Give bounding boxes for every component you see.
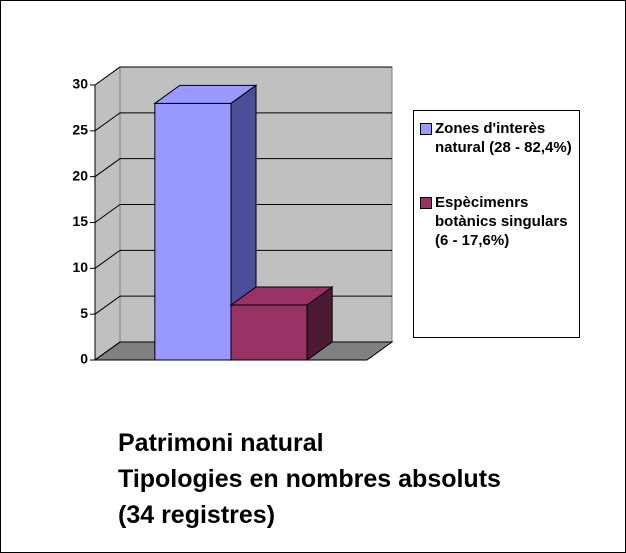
bar-front (230, 304, 308, 361)
y-tick-label: 30 (72, 76, 88, 92)
y-tick-label: 25 (72, 122, 88, 138)
title-line: Tipologies en nombres absoluts (118, 465, 501, 493)
y-tick-label: 20 (72, 167, 88, 183)
legend-entry: Espècimenrs botànics singulars (6 - 17,6… (420, 193, 575, 250)
title-line: Patrimoni natural (118, 429, 324, 457)
bar-front (154, 102, 232, 361)
bar (153, 84, 258, 361)
grid-line (94, 249, 392, 269)
legend-entry: Zones d'interès natural (28 - 82,4%) (420, 119, 575, 157)
y-tick-label: 5 (80, 305, 88, 321)
bar-top (153, 84, 258, 104)
grid-line (94, 158, 392, 178)
legend-label: Zones d'interès natural (28 - 82,4%) (435, 120, 572, 156)
legend: Zones d'interès natural (28 - 82,4%) Espè… (413, 110, 580, 338)
grid-line (94, 66, 392, 86)
legend-label: Espècimenrs botànics singulars (6 - 17,6… (435, 194, 568, 249)
bar (229, 286, 334, 361)
chart-title: Patrimoni natural Tipologies en nombres a… (118, 425, 501, 533)
legend-swatch (420, 123, 432, 135)
y-tick-label: 10 (72, 259, 88, 275)
legend-swatch (420, 197, 432, 209)
title-line: (34 registres) (118, 501, 276, 529)
bar-top (229, 286, 334, 306)
y-tick-label: 15 (72, 213, 88, 229)
y-tick-label: 0 (80, 351, 88, 367)
grid-line (94, 112, 392, 132)
grid-line (94, 204, 392, 223)
